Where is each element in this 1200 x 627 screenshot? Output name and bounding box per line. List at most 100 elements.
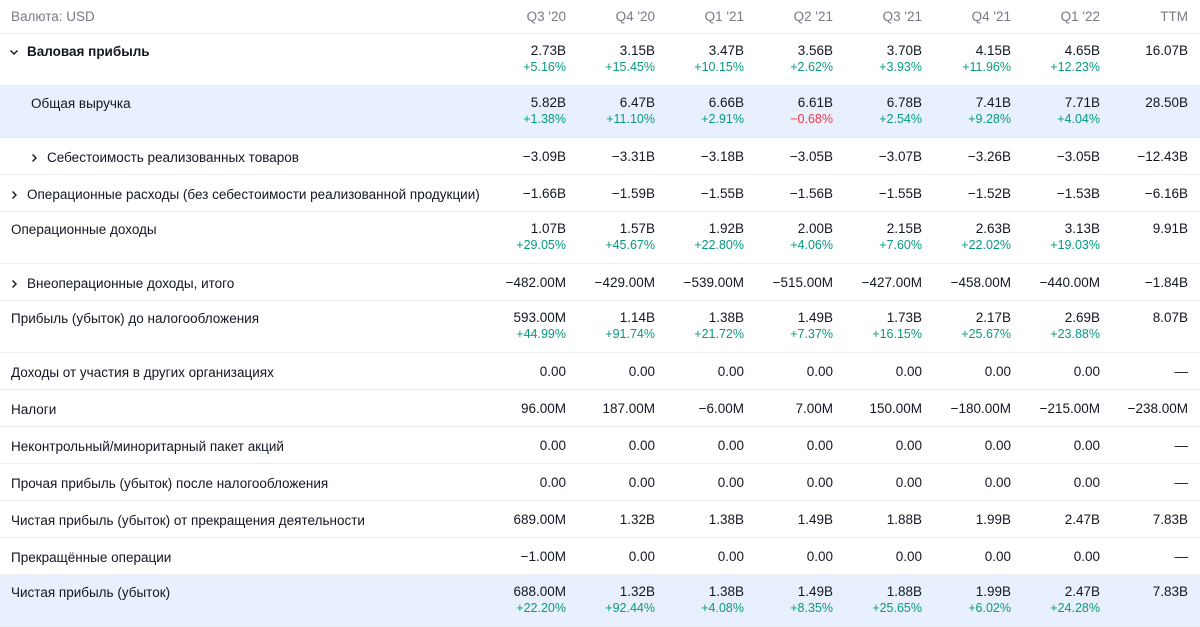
value-cell: 96.00M bbox=[486, 401, 566, 417]
value: 2.17B bbox=[975, 310, 1011, 325]
chevron-down-icon[interactable] bbox=[7, 45, 21, 59]
value-cell: −3.05B bbox=[1020, 149, 1100, 165]
value-cell: 2.15B +7.60% bbox=[842, 221, 922, 253]
value: 150.00M bbox=[869, 401, 922, 416]
chevron-right-icon[interactable] bbox=[7, 277, 21, 291]
change: +19.03% bbox=[1050, 238, 1100, 252]
table-row-cogs[interactable]: Себестоимость реализованных товаров −3.0… bbox=[0, 138, 1200, 175]
table-row-pretax-income[interactable]: Прибыль (убыток) до налогообложения 593.… bbox=[0, 301, 1200, 353]
column-header[interactable]: Q4 '20 bbox=[615, 9, 655, 24]
value-cell: −3.18B bbox=[664, 149, 744, 165]
column-header[interactable]: Q2 '21 bbox=[793, 9, 833, 24]
value: −1.00M bbox=[520, 549, 566, 564]
table-row-minority-interest[interactable]: Неконтрольный/миноритарный пакет акций 0… bbox=[0, 427, 1200, 464]
table-row-taxes[interactable]: Налоги 96.00M 187.00M −6.00M 7.00M 150.0… bbox=[0, 390, 1200, 427]
table-row-net-income-continuing[interactable]: Чистая прибыль (убыток) от прекращения д… bbox=[0, 501, 1200, 538]
value-cell: 3.70B +3.93% bbox=[842, 43, 922, 75]
table-row-operating-expenses[interactable]: Операционные расходы (без себестоимости … bbox=[0, 175, 1200, 212]
value: 5.82B bbox=[530, 95, 566, 110]
value: 1.49B bbox=[797, 512, 833, 527]
row-label-gross-profit[interactable]: Валовая прибыль bbox=[10, 44, 150, 59]
table-row-equity-earnings[interactable]: Доходы от участия в других организациях … bbox=[0, 353, 1200, 390]
row-label-cogs[interactable]: Себестоимость реализованных товаров bbox=[31, 150, 299, 165]
column-header[interactable]: Q3 '20 bbox=[526, 9, 566, 24]
chevron-right-icon[interactable] bbox=[7, 188, 21, 202]
value: −3.05B bbox=[1056, 149, 1100, 164]
value-cell: −238.00M bbox=[1108, 401, 1188, 417]
row-label-operating-expenses[interactable]: Операционные расходы (без себестоимости … bbox=[11, 187, 480, 202]
value-cell: 1.49B bbox=[753, 512, 833, 528]
column-header[interactable]: Q1 '21 bbox=[704, 9, 744, 24]
change: +24.28% bbox=[1050, 601, 1100, 615]
table-row-net-income[interactable]: Чистая прибыль (убыток) 688.00M +22.20% 1… bbox=[0, 575, 1200, 627]
value-cell: 688.00M +22.20% bbox=[486, 584, 566, 616]
value: 0.00 bbox=[806, 438, 833, 453]
value-cell: −1.59B bbox=[575, 186, 655, 202]
value-cell: 0.00 bbox=[753, 364, 833, 380]
value-cell: 1.38B +21.72% bbox=[664, 310, 744, 342]
value-cell: 150.00M bbox=[842, 401, 922, 417]
column-header[interactable]: Q4 '21 bbox=[971, 9, 1011, 24]
value-cell: 0.00 bbox=[931, 549, 1011, 565]
value-cell: −515.00M bbox=[753, 275, 833, 291]
table-row-operating-income[interactable]: Операционные доходы 1.07B +29.05% 1.57B +4… bbox=[0, 212, 1200, 264]
value: −3.07B bbox=[878, 149, 922, 164]
value-cell: 0.00 bbox=[575, 364, 655, 380]
value-cell: 7.00M bbox=[753, 401, 833, 417]
row-label-text: Налоги bbox=[11, 402, 57, 417]
column-header[interactable]: TTM bbox=[1160, 9, 1188, 24]
column-header[interactable]: Q3 '21 bbox=[882, 9, 922, 24]
value: 1.32B bbox=[619, 584, 655, 599]
value-cell: 0.00 bbox=[1020, 364, 1100, 380]
value: 3.13B bbox=[1064, 221, 1100, 236]
change: +11.10% bbox=[606, 112, 655, 126]
value-cell: −6.00M bbox=[664, 401, 744, 417]
chevron-right-icon[interactable] bbox=[27, 151, 41, 165]
value: 0.00 bbox=[984, 475, 1011, 490]
value-cell: −3.31B bbox=[575, 149, 655, 165]
value-cell: −1.55B bbox=[842, 186, 922, 202]
value: — bbox=[1174, 364, 1189, 379]
value-cell: −482.00M bbox=[486, 275, 566, 291]
row-label-non-operating-income[interactable]: Внеоперационные доходы, итого bbox=[11, 276, 234, 291]
change: +16.15% bbox=[872, 327, 922, 341]
change: +29.05% bbox=[516, 238, 566, 252]
value: −3.31B bbox=[611, 149, 655, 164]
value: 0.00 bbox=[628, 364, 655, 379]
value-cell: 1.38B bbox=[664, 512, 744, 528]
value-cell: 9.91B bbox=[1108, 221, 1188, 237]
value: −1.52B bbox=[967, 186, 1011, 201]
value: 689.00M bbox=[513, 512, 566, 527]
value-cell: 1.88B +25.65% bbox=[842, 584, 922, 616]
value-cell: 2.17B +25.67% bbox=[931, 310, 1011, 342]
table-row-gross-profit[interactable]: Валовая прибыль 2.73B +5.16% 3.15B +15.45%… bbox=[0, 34, 1200, 86]
value-cell: −458.00M bbox=[931, 275, 1011, 291]
value: 1.07B bbox=[530, 221, 566, 236]
value-cell: — bbox=[1108, 549, 1189, 565]
table-row-other-after-tax[interactable]: Прочая прибыль (убыток) после налогообло… bbox=[0, 464, 1200, 501]
value: 0.00 bbox=[717, 438, 744, 453]
change: +22.80% bbox=[694, 238, 744, 252]
row-label-text: Прочая прибыль (убыток) после налогообло… bbox=[11, 476, 329, 491]
value: −440.00M bbox=[1039, 275, 1100, 290]
value: 0.00 bbox=[717, 475, 744, 490]
value: −3.09B bbox=[522, 149, 566, 164]
change: −0.68% bbox=[790, 112, 833, 126]
value: −12.43B bbox=[1137, 149, 1188, 164]
value: 6.78B bbox=[886, 95, 922, 110]
change: +10.15% bbox=[694, 60, 744, 74]
value-cell: −12.43B bbox=[1108, 149, 1188, 165]
change: +2.62% bbox=[790, 60, 833, 74]
value: −180.00M bbox=[950, 401, 1011, 416]
column-header[interactable]: Q1 '22 bbox=[1060, 9, 1100, 24]
table-row-discontinued-operations[interactable]: Прекращённые операции −1.00M 0.00 0.00 0… bbox=[0, 538, 1200, 575]
value-cell: 28.50B bbox=[1108, 95, 1188, 111]
change: +9.28% bbox=[968, 112, 1011, 126]
change: +1.38% bbox=[523, 112, 566, 126]
value: 4.15B bbox=[975, 43, 1011, 58]
change: +2.91% bbox=[701, 112, 744, 126]
row-label-text: Прекращённые операции bbox=[11, 550, 172, 565]
table-row-non-operating-income[interactable]: Внеоперационные доходы, итого −482.00M −… bbox=[0, 264, 1200, 301]
row-label-text: Операционные расходы (без себестоимости … bbox=[27, 187, 480, 202]
table-row-total-revenue[interactable]: Общая выручка 5.82B +1.38% 6.47B +11.10% 6… bbox=[0, 86, 1200, 138]
